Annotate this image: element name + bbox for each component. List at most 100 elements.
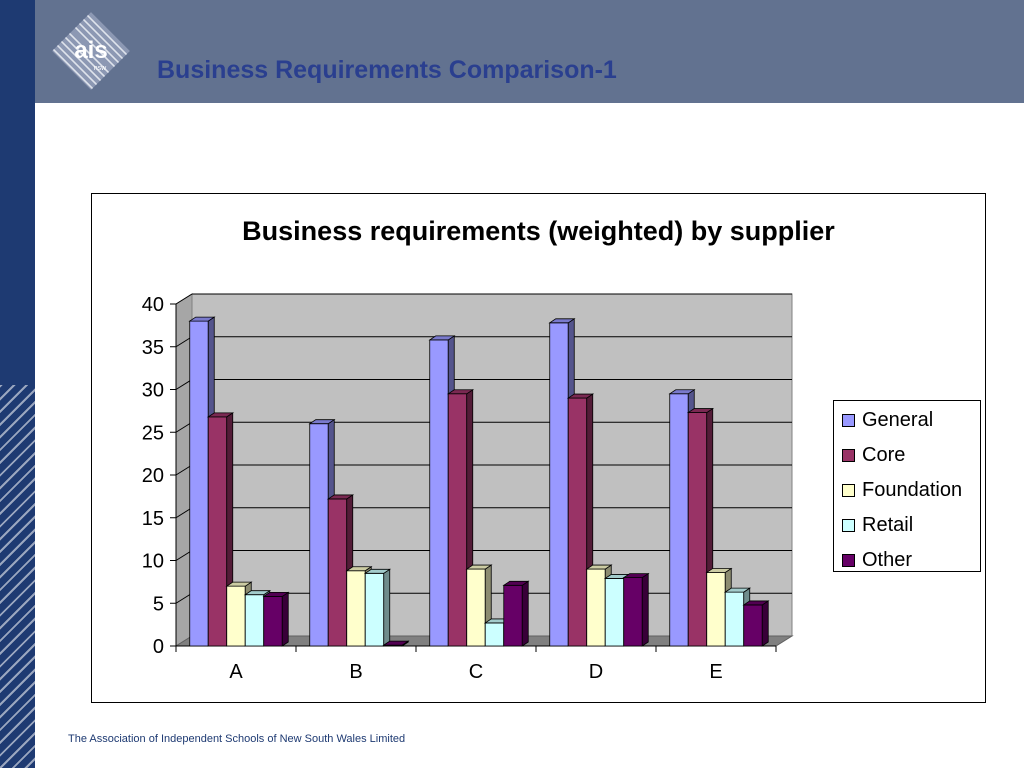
x-tick-label: C [469, 661, 483, 683]
x-tick-label: E [709, 661, 722, 683]
x-tick-label: B [349, 661, 362, 683]
bar-general-a [189, 320, 209, 647]
gridline-side [175, 379, 193, 390]
bar-top-retail-b [363, 568, 392, 574]
y-tick-label: 30 [142, 380, 164, 402]
y-tick-label: 10 [142, 551, 164, 573]
bar-foundation-a [226, 585, 246, 647]
x-tick-label: A [229, 661, 243, 683]
bar-top-core-d [566, 393, 595, 399]
legend-item-general: General [842, 409, 933, 431]
header-band [35, 0, 1024, 103]
legend-swatch [842, 553, 855, 567]
bar-retail-c [484, 622, 505, 647]
bar-top-other-d [622, 573, 650, 579]
bar-other-c [503, 584, 523, 647]
y-tick-label: 40 [142, 294, 164, 316]
bar-side-other-c [521, 580, 529, 647]
bar-top-retail-e [723, 587, 752, 593]
bar-top-other-a [262, 592, 290, 597]
bar-side-other-d [641, 572, 649, 647]
bar-core-d [567, 397, 588, 647]
gridline-side [175, 550, 193, 561]
bar-foundation-b [346, 570, 366, 647]
footer-text: The Association of Independent Schools o… [68, 733, 406, 745]
bar-other-d [623, 577, 643, 647]
gridline-side [175, 592, 193, 604]
bar-top-general-d [548, 318, 576, 324]
bar-general-e [669, 393, 689, 647]
bar-top-other-e [742, 600, 770, 606]
bar-general-c [429, 339, 449, 647]
bar-foundation-c [466, 568, 486, 647]
bar-foundation-d [586, 568, 606, 647]
gridline-side [175, 336, 193, 348]
stripe-hatch-pattern [0, 385, 35, 768]
bar-top-core-c [446, 389, 475, 395]
bar-core-b [327, 498, 348, 647]
gridline-side [175, 464, 193, 476]
bar-foundation-e [706, 572, 726, 647]
y-tick-label: 0 [153, 636, 164, 658]
legend-label: Retail [862, 513, 914, 536]
legend-item-core: Core [842, 444, 905, 466]
left-stripe [0, 0, 35, 768]
slide-title: Business Requirements Comparison-1 [157, 56, 617, 84]
y-tick-label: 20 [142, 465, 164, 487]
legend-item-other: Other [842, 549, 912, 571]
bar-retail-a [244, 594, 265, 647]
legend-swatch [842, 518, 855, 532]
gridline-side [175, 421, 193, 433]
legend-item-foundation: Foundation [842, 479, 962, 501]
x-tick-label: D [589, 661, 603, 683]
y-tick-label: 5 [153, 593, 164, 615]
chart-legend: General Core Foundation Retail Other [833, 400, 981, 572]
bar-retail-e [724, 591, 745, 647]
bar-other-e [743, 604, 763, 647]
bar-core-c [447, 393, 468, 647]
y-tick-label: 15 [142, 508, 164, 530]
bar-core-e [687, 412, 708, 647]
bar-top-foundation-b [345, 566, 373, 572]
legend-label: General [862, 408, 934, 431]
bar-top-core-b [326, 494, 355, 500]
chart-title: Business requirements (weighted) by supp… [242, 216, 835, 246]
bar-retail-d [604, 578, 625, 647]
bar-core-a [207, 416, 228, 647]
bar-side-retail-b [383, 568, 391, 647]
bar-top-foundation-a [225, 581, 253, 587]
gridline-side [175, 507, 193, 519]
bar-side-other-a [281, 591, 289, 647]
bar-general-d [549, 322, 569, 647]
logo-subtext: nsw [94, 65, 107, 72]
y-tick-label: 25 [142, 422, 164, 444]
legend-swatch [842, 448, 855, 462]
bar-top-other-b [382, 640, 410, 646]
bar-top-general-a [188, 316, 216, 322]
legend-item-retail: Retail [842, 514, 913, 536]
bar-top-core-e [686, 408, 715, 413]
legend-label: Foundation [862, 478, 963, 501]
bar-side-other-e [761, 600, 769, 647]
bar-top-foundation-c [465, 564, 493, 570]
bar-other-a [263, 596, 283, 647]
logo-text: ais [74, 37, 107, 64]
bar-top-other-c [502, 580, 530, 586]
ais-logo: ais nsw [52, 12, 130, 90]
bar-top-foundation-d [585, 564, 613, 570]
bar-retail-b [364, 572, 385, 647]
legend-swatch [842, 483, 855, 497]
legend-label: Other [862, 548, 913, 571]
legend-label: Core [862, 443, 906, 466]
y-tick-label: 35 [142, 337, 164, 359]
bar-top-general-b [308, 419, 336, 425]
gridline-side [175, 293, 193, 305]
bar-top-core-a [206, 412, 235, 418]
bar-top-retail-a [243, 590, 272, 596]
bar-top-general-c [428, 335, 456, 341]
chart-plot: 0 5 10 15 20 25 30 35 40 A B C D E [142, 293, 794, 683]
bar-general-b [309, 423, 329, 647]
bar-top-general-e [668, 389, 696, 395]
legend-swatch [842, 413, 855, 427]
chart-frame: Business requirements (weighted) by supp… [91, 193, 986, 703]
